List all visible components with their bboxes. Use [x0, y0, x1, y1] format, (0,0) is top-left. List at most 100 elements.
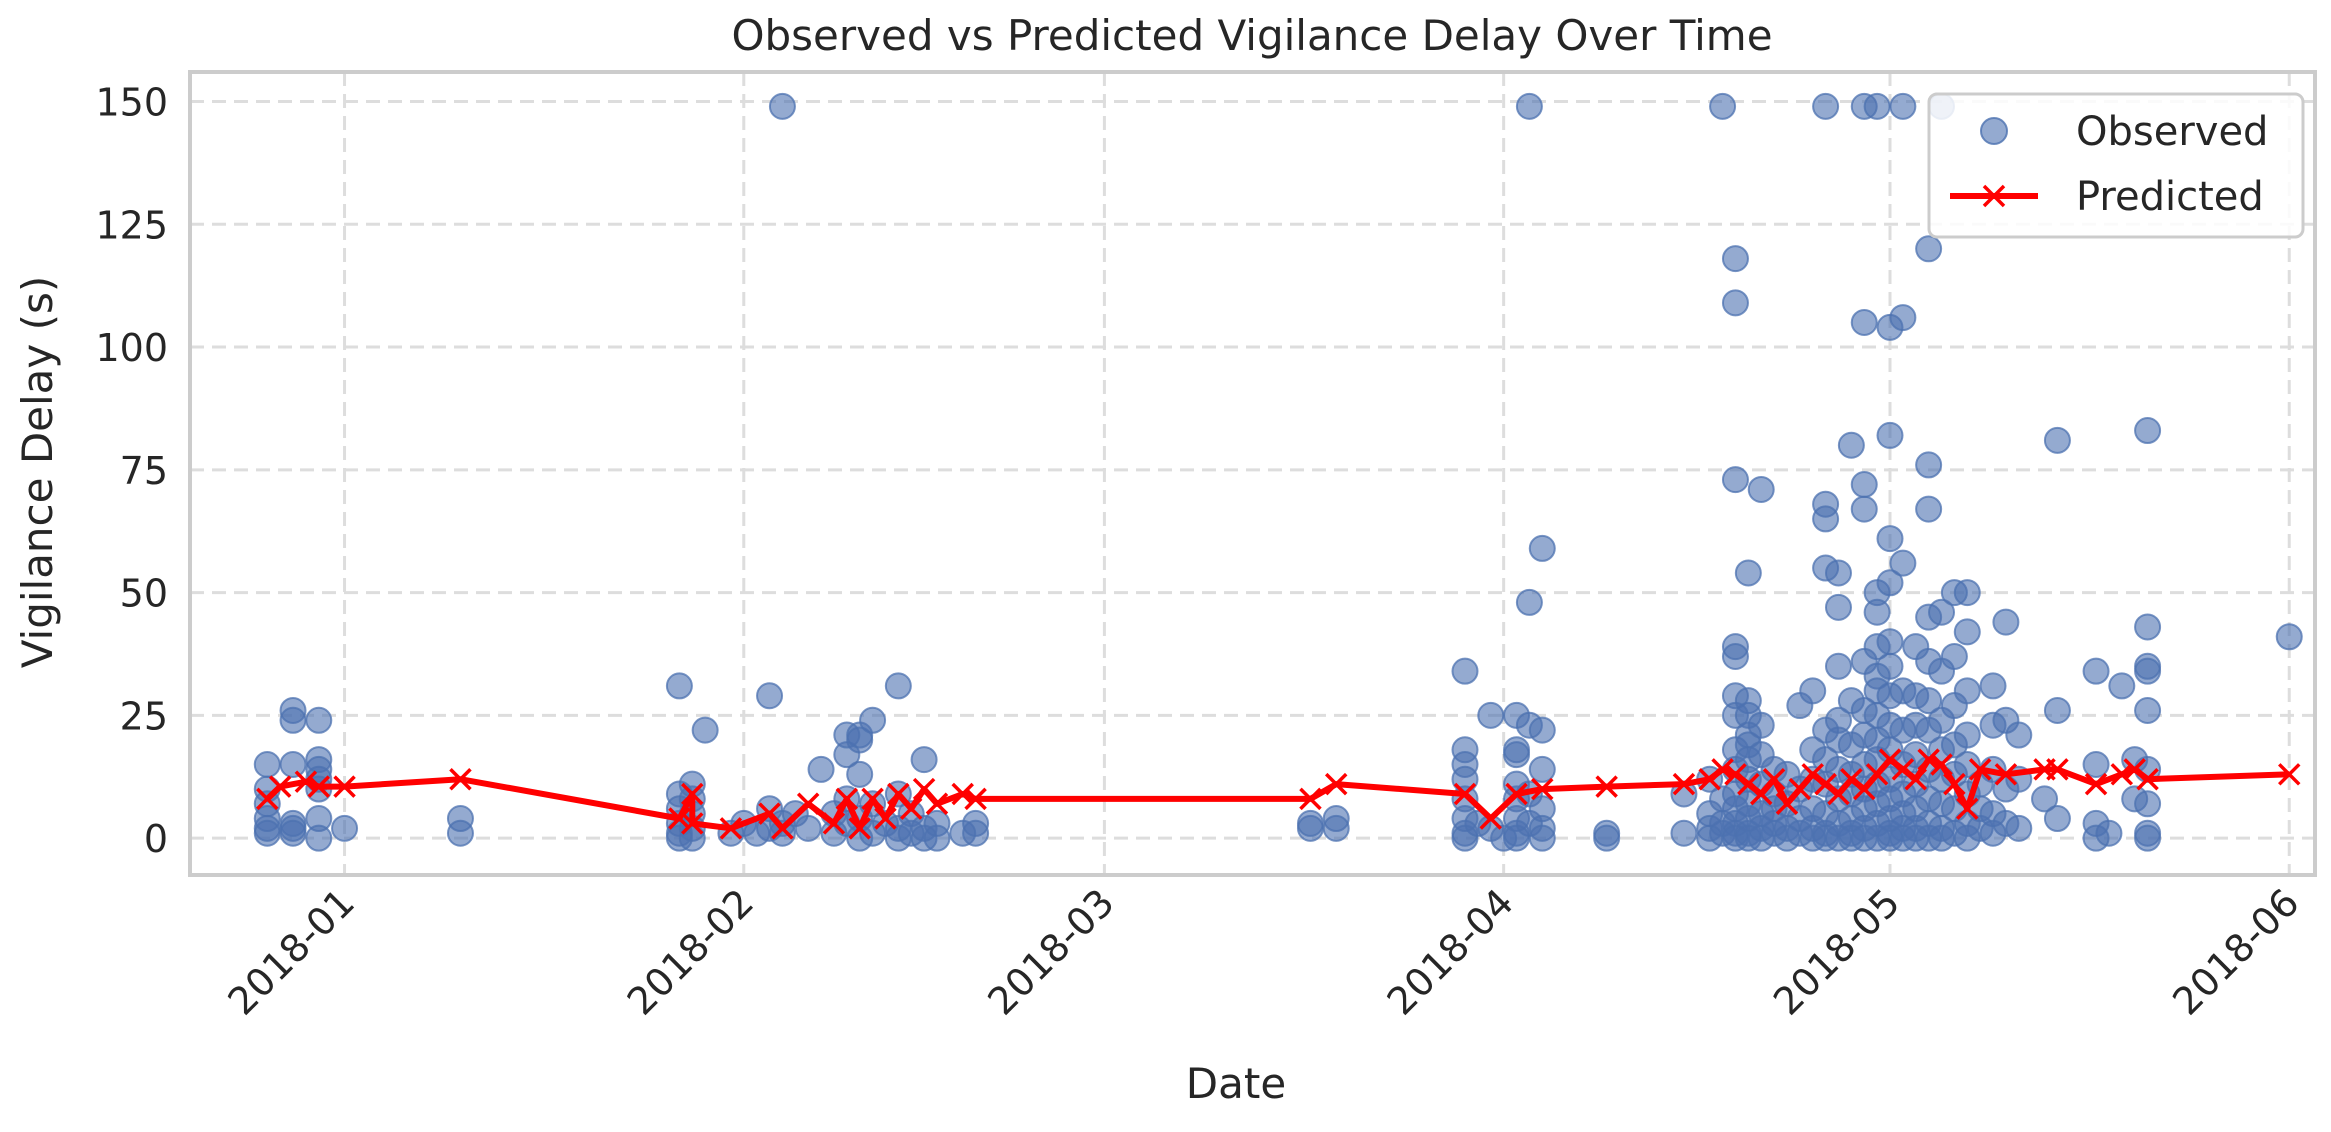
observed-point	[1747, 475, 1775, 503]
observed-point	[1876, 628, 1904, 656]
predicted-point	[307, 775, 331, 798]
observed-point	[331, 814, 359, 842]
observed-point	[1863, 92, 1891, 120]
observed-point	[1953, 618, 1981, 646]
observed-point	[1850, 471, 1878, 499]
observed-point	[2134, 824, 2162, 852]
predicted-point	[1324, 772, 1348, 796]
x-axis-label: Date	[1186, 1059, 1286, 1108]
predicted-point	[1698, 767, 1721, 791]
observed-point	[2134, 696, 2162, 724]
predicted-point	[1840, 767, 1863, 791]
observed-point	[691, 716, 719, 744]
observed-point	[1709, 92, 1737, 120]
observed-point	[1593, 824, 1621, 852]
observed-point	[1528, 716, 1556, 744]
observed-point	[2134, 790, 2162, 818]
observed-point	[2275, 623, 2303, 651]
observed-point	[1824, 559, 1852, 587]
observed-point	[962, 819, 990, 847]
observed-point	[1812, 92, 1840, 120]
observed-point	[807, 755, 835, 783]
observed-point	[1721, 466, 1749, 494]
predicted-point	[1917, 748, 1940, 771]
predicted-point	[1878, 748, 1902, 771]
plot-frame	[188, 70, 2317, 877]
y-tick-label: 0	[144, 817, 168, 861]
y-tick-label: 25	[120, 694, 168, 738]
predicted-point	[1904, 767, 1927, 791]
observed-point	[1503, 741, 1531, 769]
observed-point	[1889, 304, 1917, 332]
observed-point	[1953, 750, 1981, 778]
chart-title: Observed vs Predicted Vigilance Delay Ov…	[731, 11, 1772, 60]
predicted-point	[1968, 758, 1992, 781]
observed-point	[1515, 92, 1543, 120]
observed-point	[1528, 755, 1556, 783]
predicted-point	[2123, 758, 2146, 781]
observed-point	[1850, 308, 1878, 336]
predicted-point	[1711, 758, 1734, 781]
observed-point	[2043, 426, 2071, 454]
observed-point	[1915, 451, 1943, 479]
observed-point	[1940, 642, 1968, 670]
observed-point	[2005, 721, 2033, 749]
predicted-point	[1453, 782, 1477, 806]
predicted-point	[1891, 758, 1915, 781]
observed-point	[884, 672, 912, 700]
observed-point	[1928, 598, 1956, 626]
observed-point	[1863, 598, 1891, 626]
legend-box	[1927, 92, 2305, 239]
observed-point	[846, 760, 874, 788]
predicted-point	[899, 797, 923, 820]
observed-point	[1296, 809, 1324, 837]
observed-point	[1451, 657, 1479, 685]
observed-point	[1824, 593, 1852, 621]
observed-point	[305, 706, 333, 734]
observed-point	[279, 750, 307, 778]
observed-point	[1747, 711, 1775, 739]
observed-point	[1915, 235, 1943, 263]
observed-point	[859, 706, 887, 734]
y-tick-label: 75	[120, 449, 168, 493]
observed-point	[1953, 677, 1981, 705]
observed-point	[665, 672, 693, 700]
observed-point	[1837, 431, 1865, 459]
predicted-point	[1943, 772, 1966, 796]
predicted-point	[1505, 782, 1528, 806]
predicted-point	[1994, 763, 2018, 786]
legend-predicted-label: Predicted	[2076, 174, 2264, 220]
observed-point	[1915, 687, 1943, 715]
predicted-point	[1930, 753, 1953, 776]
predicted-point	[1479, 807, 1502, 830]
observed-point	[1799, 677, 1827, 705]
predicted-point	[874, 807, 897, 830]
predicted-point	[951, 782, 974, 806]
observed-point	[2082, 750, 2110, 778]
observed-point	[2134, 613, 2162, 641]
observed-point	[2082, 657, 2110, 685]
observed-point	[1876, 525, 1904, 553]
predicted-series	[256, 748, 2301, 840]
predicted-point	[268, 775, 292, 798]
observed-point	[253, 750, 281, 778]
predicted-point	[668, 807, 691, 830]
predicted-point	[1737, 772, 1760, 796]
predicted-point	[964, 787, 987, 811]
predicted-point	[1801, 763, 1824, 786]
observed-point	[279, 706, 307, 734]
observed-point	[1953, 579, 1981, 607]
observed-point	[2043, 696, 2071, 724]
predicted-point	[1595, 775, 1618, 798]
observed-point	[1876, 652, 1904, 680]
observed-point	[846, 726, 874, 754]
observed-point	[2043, 805, 2071, 833]
y-tick-label: 100	[95, 326, 168, 370]
observed-point	[2005, 814, 2033, 842]
observed-point	[1477, 701, 1505, 729]
observed-series	[253, 92, 2303, 852]
observed-point	[305, 824, 333, 852]
observed-point	[1915, 495, 1943, 523]
y-tick-label: 125	[95, 203, 168, 247]
predicted-point	[835, 787, 859, 811]
